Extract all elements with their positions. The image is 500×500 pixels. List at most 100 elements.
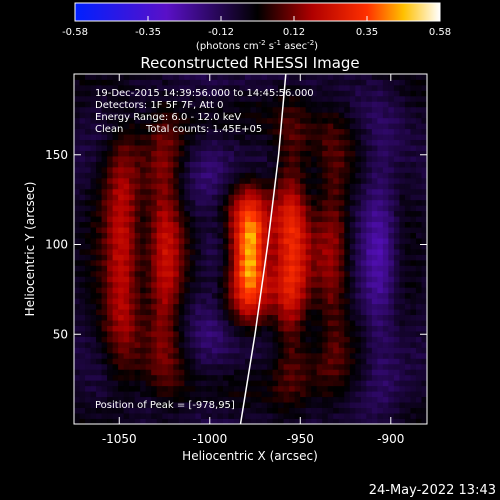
heatmap-cell (145, 156, 152, 162)
heatmap-cell (123, 84, 130, 91)
heatmap-cell (338, 254, 345, 261)
heatmap-cell (123, 183, 130, 190)
heatmap-cell (261, 407, 268, 414)
heatmap-cell (393, 210, 400, 217)
heatmap-cell (316, 369, 323, 376)
heatmap-cell (377, 112, 384, 119)
heatmap-cell (311, 243, 318, 250)
heatmap-cell (244, 238, 251, 244)
heatmap-cell (178, 347, 185, 354)
heatmap-cell (333, 216, 340, 223)
heatmap-cell (250, 79, 257, 86)
heatmap-cell (239, 287, 246, 294)
heatmap-cell (316, 249, 323, 255)
heatmap-cell (256, 352, 262, 359)
heatmap-cell (173, 79, 180, 86)
heatmap-cell (322, 194, 329, 201)
heatmap-cell (184, 183, 191, 190)
heatmap-cell (322, 216, 329, 223)
heatmap-cell (283, 166, 290, 173)
heatmap-cell (206, 396, 213, 403)
heatmap-cell (349, 161, 356, 168)
heatmap-cell (415, 117, 422, 124)
heatmap-cell (167, 74, 174, 80)
heatmap-cell (129, 358, 136, 365)
heatmap-cell (421, 216, 427, 223)
heatmap-cell (388, 391, 395, 398)
heatmap-cell (366, 254, 373, 261)
heatmap-cell (355, 139, 362, 146)
heatmap-cell (107, 210, 114, 217)
heatmap-cell (305, 374, 312, 381)
heatmap-cell (366, 380, 373, 387)
heatmap-cell (85, 331, 91, 337)
colorbar-tick-label: 0.35 (356, 27, 378, 38)
heatmap-cell (217, 396, 224, 403)
heatmap-cell (294, 418, 301, 424)
heatmap-cell (79, 396, 86, 403)
heatmap-cell (415, 128, 422, 135)
heatmap-cell (228, 161, 235, 168)
heatmap-cell (162, 205, 169, 212)
heatmap-cell (267, 276, 273, 283)
heatmap-cell (167, 418, 174, 424)
heatmap-cell (349, 172, 356, 179)
heatmap-cell (382, 320, 389, 326)
heatmap-cell (74, 374, 80, 381)
heatmap-cell (393, 128, 400, 135)
heatmap-cell (388, 128, 395, 135)
heatmap-cell (79, 276, 86, 283)
heatmap-cell (189, 336, 196, 343)
heatmap-cell (421, 117, 427, 124)
heatmap-cell (250, 84, 257, 91)
heatmap-cell (327, 188, 334, 195)
heatmap-cell (267, 402, 273, 408)
heatmap-cell (371, 303, 378, 310)
heatmap-cell (327, 270, 334, 277)
heatmap-cell (184, 156, 191, 162)
heatmap-cell (355, 402, 362, 408)
heatmap-cell (377, 391, 384, 398)
heatmap-cell (206, 134, 213, 141)
heatmap-cell (366, 413, 373, 419)
heatmap-cell (206, 347, 213, 354)
heatmap-cell (145, 331, 152, 337)
heatmap-cell (96, 150, 102, 157)
heatmap-cell (421, 352, 427, 359)
heatmap-cell (415, 150, 422, 157)
heatmap-cell (195, 303, 202, 310)
heatmap-cell (311, 199, 318, 206)
heatmap-cell (349, 232, 356, 239)
heatmap-cell (382, 205, 389, 212)
x-tick-label: -1050 (102, 432, 137, 446)
heatmap-cell (300, 177, 307, 184)
heatmap-cell (344, 205, 351, 212)
heatmap-cell (162, 249, 169, 255)
heatmap-cell (289, 84, 296, 91)
heatmap-cell (222, 177, 229, 184)
heatmap-cell (294, 336, 301, 343)
heatmap-cell (129, 385, 136, 392)
heatmap-cell (228, 210, 235, 217)
heatmap-cell (322, 139, 329, 146)
heatmap-cell (79, 84, 86, 91)
heatmap-cell (140, 325, 147, 332)
heatmap-cell (96, 276, 102, 283)
heatmap-cell (244, 117, 251, 124)
heatmap-cell (200, 407, 207, 414)
heatmap-cell (107, 205, 114, 212)
heatmap-cell (217, 112, 224, 119)
heatmap-cell (366, 227, 373, 233)
heatmap-cell (311, 79, 318, 86)
heatmap-cell (393, 391, 400, 398)
heatmap-cell (206, 358, 213, 365)
heatmap-cell (267, 363, 273, 370)
heatmap-cell (377, 161, 384, 168)
heatmap-cell (79, 95, 86, 102)
heatmap-cell (349, 216, 356, 223)
heatmap-cell (399, 161, 406, 168)
heatmap-cell (162, 391, 169, 398)
time-range-label: 19-Dec-2015 14:39:56.000 to 14:45:56.000 (95, 88, 314, 99)
heatmap-cell (178, 79, 185, 86)
heatmap-cell (355, 123, 362, 130)
